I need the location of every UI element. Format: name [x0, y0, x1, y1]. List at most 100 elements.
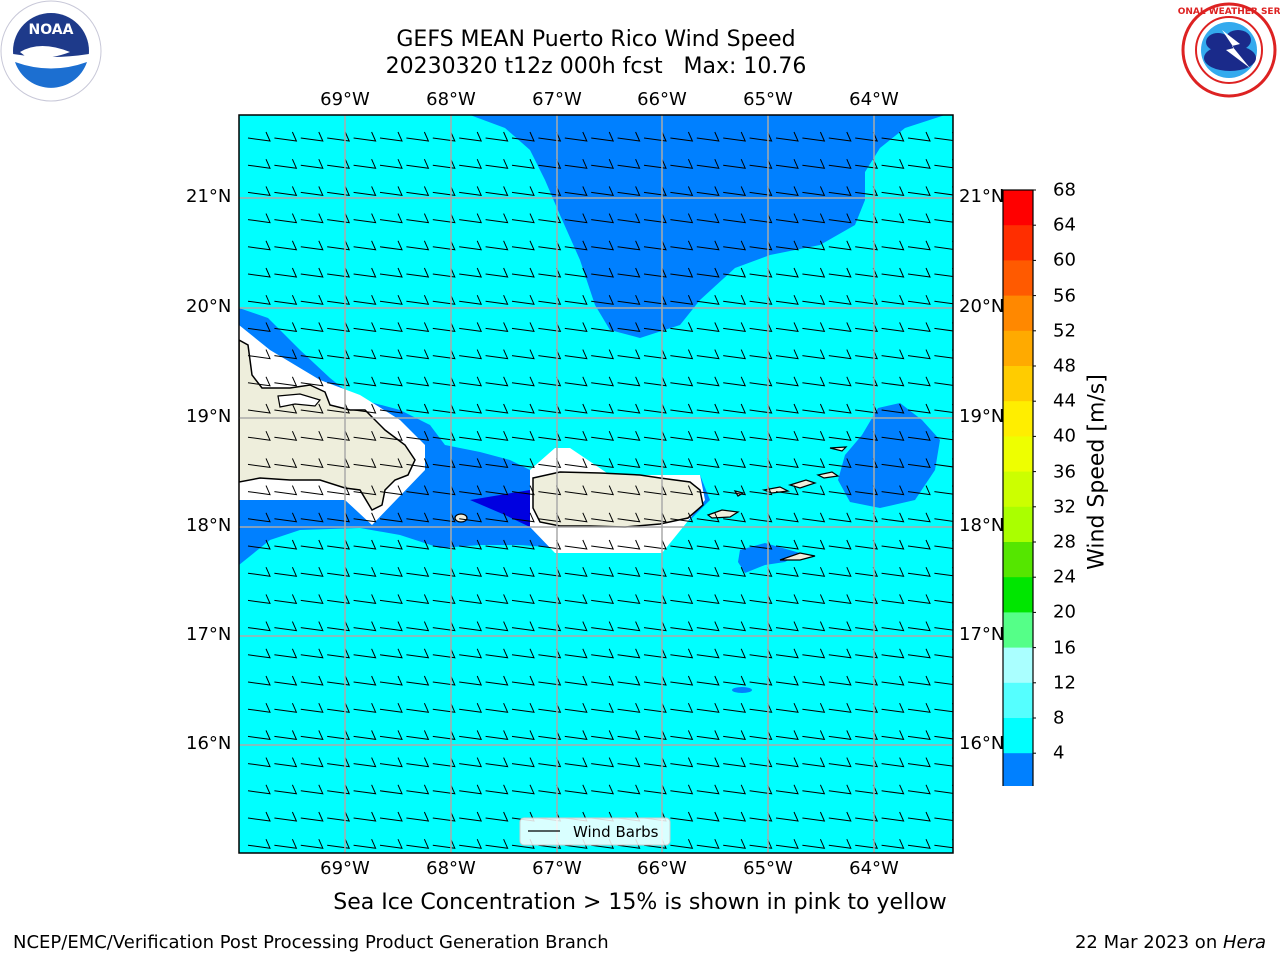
wind-barb: [327, 648, 351, 659]
wind-barb: [379, 811, 403, 822]
wind-barb: [406, 322, 430, 333]
wind-barb: [485, 838, 509, 849]
wind-barb: [432, 294, 456, 305]
wind-barb: [775, 213, 799, 224]
wind-barb: [643, 349, 667, 360]
wind-barb: [934, 349, 953, 359]
wind-barb: [670, 757, 694, 768]
wind-barb: [643, 648, 667, 659]
wind-barb: [247, 322, 271, 333]
wind-barb: [934, 158, 953, 169]
wind-barb: [723, 213, 747, 224]
wind-barb: [274, 322, 298, 333]
wind-barb: [432, 566, 456, 577]
wind-barb: [907, 322, 931, 333]
legend-label: Wind Barbs: [573, 823, 659, 841]
wind-barb: [591, 485, 615, 496]
wind-barb: [247, 566, 271, 577]
wind-barb: [591, 294, 615, 305]
wind-barb: [934, 213, 953, 223]
wind-barb: [379, 322, 403, 333]
wind-barb: [723, 512, 747, 523]
wind-barb: [881, 430, 905, 441]
colorbar-tick-label: 8: [1053, 707, 1065, 729]
wind-barb: [353, 811, 377, 822]
wind-barb: [670, 811, 694, 822]
wind-barb: [379, 702, 403, 713]
wind-barb: [670, 430, 694, 441]
wind-barb: [247, 131, 271, 142]
wind-barb: [485, 648, 509, 659]
colorbar-tick-label: 64: [1053, 214, 1076, 236]
wind-barb: [300, 675, 324, 686]
wind-barb: [591, 158, 615, 169]
wind-barb: [406, 240, 430, 251]
lon-label-top: 69°W: [320, 89, 370, 110]
wind-barb: [432, 322, 456, 333]
wind-barb: [828, 131, 852, 142]
wind-barb: [274, 566, 298, 577]
wind-barb: [511, 784, 535, 795]
wind-barb: [802, 566, 826, 577]
wind-barb: [485, 131, 509, 142]
wind-barb: [617, 594, 641, 605]
wind-barb: [670, 267, 694, 278]
wind-barb: [881, 675, 905, 686]
wind-barb: [406, 702, 430, 713]
colorbar-tick-label: 56: [1053, 285, 1076, 307]
colorbar-segment: [1003, 542, 1033, 578]
wind-barb: [300, 322, 324, 333]
wind-barb: [670, 675, 694, 686]
wind-barb: [828, 430, 852, 441]
wind-barb: [802, 322, 826, 333]
wind-barb: [934, 131, 953, 142]
wind-barb: [749, 403, 773, 414]
colorbar-tick-label: 68: [1053, 179, 1076, 201]
wind-barb: [643, 240, 667, 251]
lon-label-bottom: 64°W: [849, 858, 899, 879]
wind-barb: [564, 376, 588, 387]
wind-barb: [406, 403, 430, 414]
wind-barb: [274, 186, 298, 197]
machine-name: Hera: [1222, 932, 1266, 953]
sea-ice-note-text: Sea Ice Concentration > 15% is shown in …: [333, 890, 947, 915]
wind-barb: [828, 539, 852, 550]
wind-barb: [749, 267, 773, 278]
wind-barb: [828, 730, 852, 741]
wind-barb: [459, 376, 483, 387]
wind-barb: [591, 675, 615, 686]
wind-barb: [723, 648, 747, 659]
wind-barb: [828, 648, 852, 659]
wind-barb: [670, 213, 694, 224]
wind-barb: [511, 267, 535, 278]
wind-barb: [828, 485, 852, 496]
colorbar-segment: [1003, 647, 1033, 684]
wind-barb: [802, 594, 826, 605]
wind-barb: [934, 267, 953, 278]
wind-barb: [670, 702, 694, 713]
wind-barb: [379, 621, 403, 632]
wind-barb: [485, 186, 509, 197]
wind-barb: [617, 757, 641, 768]
wind-barb: [907, 158, 931, 169]
wind-barb: [617, 485, 641, 496]
wind-barb: [300, 811, 324, 822]
wind-barb: [459, 566, 483, 577]
wind-barb: [353, 621, 377, 632]
lon-label-top: 66°W: [637, 89, 687, 110]
wind-barb: [274, 539, 298, 550]
wind-barb: [327, 213, 351, 224]
wind-barb: [432, 240, 456, 251]
nws-logo: NATIONAL WEATHER SERVICE: [1178, 2, 1280, 98]
wind-barb: [591, 702, 615, 713]
wind-barb: [406, 158, 430, 169]
wind-barb: [300, 376, 324, 387]
colorbar-segment: [1003, 260, 1033, 297]
wind-barb: [406, 648, 430, 659]
wind-barb: [749, 430, 773, 441]
wind-barb: [432, 594, 456, 605]
wind-barb: [432, 267, 456, 278]
band-south: [738, 543, 800, 573]
lat-label-right: 20°N: [959, 296, 1005, 317]
wind-barb: [247, 539, 271, 550]
